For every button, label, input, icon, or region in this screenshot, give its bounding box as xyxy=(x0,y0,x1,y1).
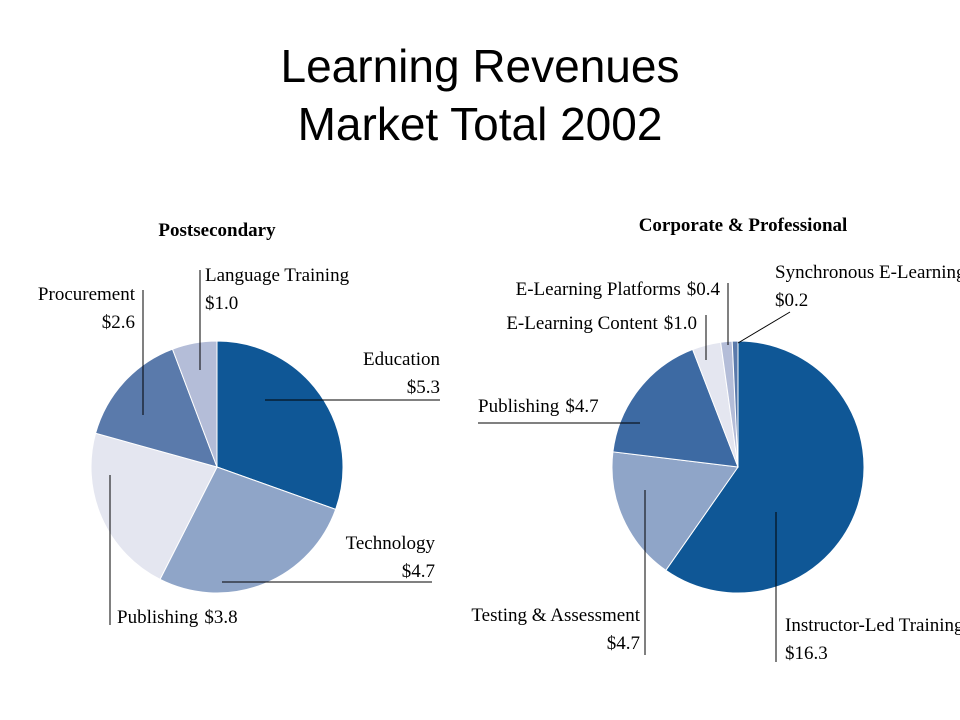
value-label: $1.0 xyxy=(205,293,238,314)
slice-label: E-Learning Platforms xyxy=(516,279,681,300)
pie-slice xyxy=(159,466,337,594)
slice-label: Procurement xyxy=(38,284,136,305)
value-label: $3.8 xyxy=(204,607,237,628)
value-label: $0.4 xyxy=(687,279,721,300)
slice-label: Publishing xyxy=(478,396,560,417)
value-label: $4.7 xyxy=(565,396,598,417)
value-label: $5.3 xyxy=(407,377,440,398)
value-label: $0.2 xyxy=(775,290,808,311)
chart-title: Corporate & Professional xyxy=(639,215,848,236)
pie-slice xyxy=(611,451,739,571)
chart-title: Postsecondary xyxy=(158,220,276,241)
pie-slice xyxy=(665,340,865,594)
slide-title: Learning Revenues xyxy=(281,40,680,92)
slice-label: Publishing xyxy=(117,607,199,628)
value-label: $16.3 xyxy=(785,643,828,664)
value-label: $4.7 xyxy=(402,561,435,582)
pie-slice xyxy=(216,340,344,511)
value-label: $1.0 xyxy=(664,313,697,334)
pie-slice xyxy=(731,340,739,468)
slice-label: Language Training xyxy=(205,265,350,286)
slice-label: Education xyxy=(363,349,441,370)
slice-label: Instructor-Led Training xyxy=(785,615,960,636)
pie-slice xyxy=(612,348,739,468)
slide-title: Market Total 2002 xyxy=(298,98,663,150)
value-label: $4.7 xyxy=(607,633,640,654)
value-label: $2.6 xyxy=(102,312,135,333)
slice-label: Synchronous E-Learning xyxy=(775,262,960,283)
slice-label: E-Learning Content xyxy=(506,313,658,334)
leader-line xyxy=(737,311,791,344)
slice-label: Technology xyxy=(346,533,436,554)
pie-slice xyxy=(90,432,218,581)
slice-label: Testing & Assessment xyxy=(471,605,640,626)
pie-slice xyxy=(171,340,218,468)
pie-slice xyxy=(94,348,218,468)
